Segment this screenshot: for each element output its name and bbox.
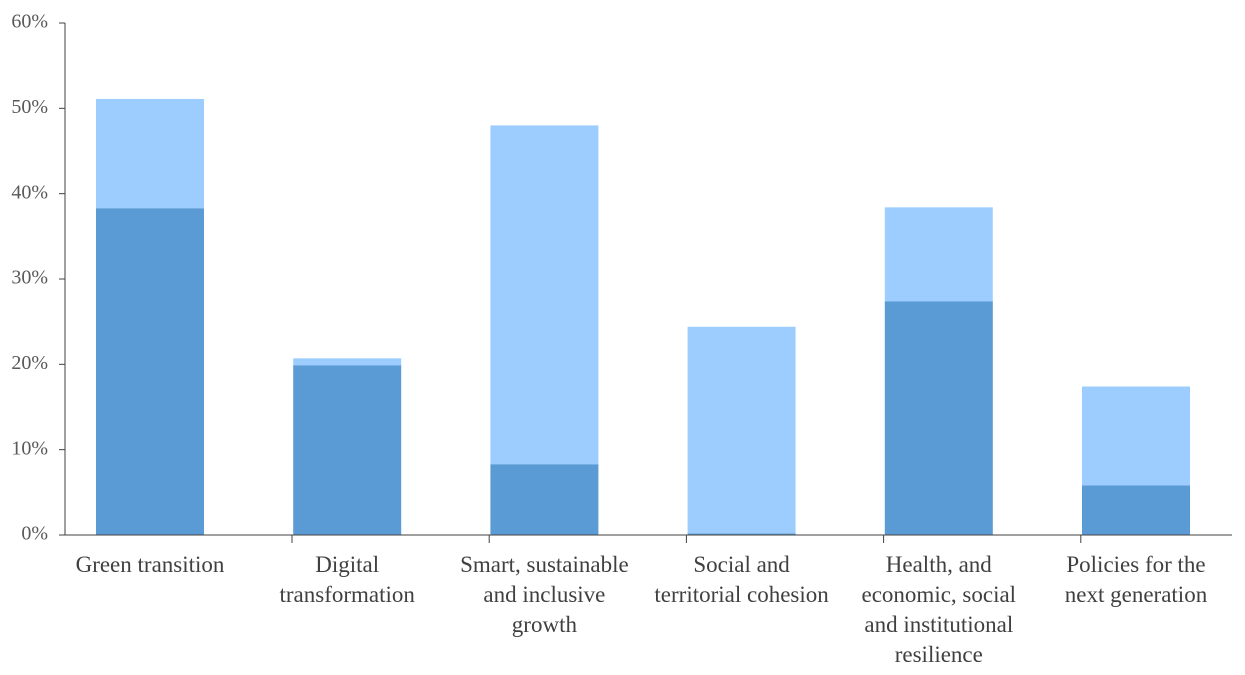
x-tick-label: Policies for the next generation	[1064, 552, 1208, 607]
bar-segment	[490, 125, 599, 465]
bar-segment	[293, 358, 402, 366]
bar-segment	[687, 326, 796, 534]
x-tick-label: Health, and economic, social and institu…	[861, 552, 1017, 667]
bar-segment	[293, 365, 402, 535]
bar-segment	[687, 533, 796, 535]
y-tick-label: 20%	[11, 352, 48, 374]
x-tick-label: Digital transformation	[279, 552, 415, 607]
y-tick-label: 10%	[11, 437, 48, 459]
bar-segment	[96, 98, 204, 209]
x-tick-label: Green transition	[75, 552, 225, 577]
y-tick-label: 30%	[11, 267, 48, 289]
y-tick-label: 40%	[11, 181, 48, 203]
bar-segment	[1082, 386, 1190, 486]
bar-segment	[884, 207, 993, 302]
x-tick-label: Smart, sustainable and inclusive growth	[460, 552, 629, 637]
y-tick-label: 0%	[21, 523, 48, 545]
y-tick-label: 60%	[11, 11, 48, 33]
x-tick-label: Social and territorial cohesion	[654, 552, 829, 607]
bar-segment	[490, 464, 599, 535]
bar-segment	[884, 301, 993, 535]
y-tick-label: 50%	[11, 96, 48, 118]
bar-segment	[96, 208, 204, 535]
bar-segment	[1082, 485, 1190, 535]
